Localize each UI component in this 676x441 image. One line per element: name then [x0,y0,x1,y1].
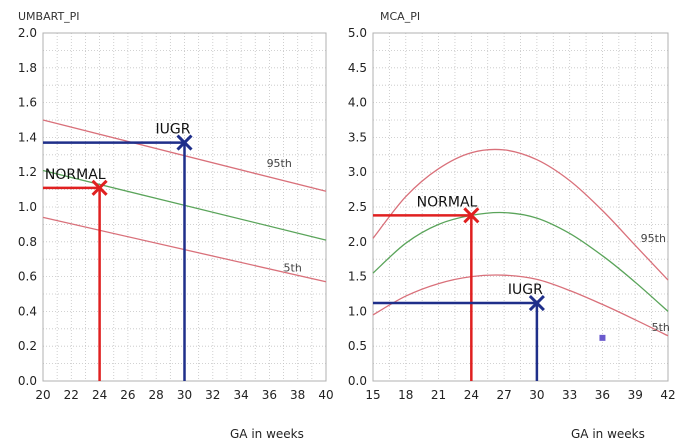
x-tick-label: 15 [365,388,380,402]
x-tick-label: 39 [628,388,643,402]
percentile-label: 5th [284,261,302,274]
y-tick-label: 0.4 [18,304,37,318]
percentile-label: 5th [652,321,670,334]
x-tick-label: 24 [92,388,107,402]
marker-label: NORMAL [45,167,106,183]
y-tick-label: 1.4 [18,130,37,144]
umbart-pi-panel: UMBART_PI 0.0 0.2 0.4 0.6 0.8 1.0 1.2 1.4 1.6 1.8 2… [18,10,334,402]
y-tick-label: 1.8 [18,61,37,75]
x-tick-label: 40 [318,388,333,402]
marker-label: IUGR [156,122,191,138]
plot-frame [372,32,669,382]
y-tick-label: 1.0 [18,200,37,214]
x-tick-label: 22 [64,388,79,402]
data-point [599,334,606,341]
series-line-5th [372,274,669,337]
x-axis-title-right: GA in weeks [571,427,645,441]
x-tick-label: 32 [205,388,220,402]
x-tick-label: 26 [120,388,135,402]
x-tick-label: 42 [660,388,675,402]
percentile-label: 95th [267,157,292,170]
x-tick-label: 30 [177,388,192,402]
x-tick-label: 33 [562,388,577,402]
x-tick-label: 34 [233,388,248,402]
x-tick-label: 24 [464,388,479,402]
panel-title: MCA_PI [380,10,420,23]
y-tick-label: 4.0 [348,96,367,110]
marker-x [463,207,480,224]
y-tick-label: 3.5 [348,130,367,144]
y-tick-label: 1.5 [348,270,367,284]
x-tick-label: 21 [431,388,446,402]
percentile-label: 95th [641,232,666,245]
series-line-95th [372,148,669,281]
y-tick-label: 2.5 [348,200,367,214]
x-tick-label: 36 [262,388,277,402]
marker-label: NORMAL [417,194,478,210]
mca-pi-panel: MCA_PI 0.0 0.5 1.0 1.5 2.0 2.5 3.0 3.5 4.0 4.5 5.0 1… [348,10,676,402]
marker-label: IUGR [508,282,543,298]
y-tick-label: 1.0 [348,304,367,318]
y-tick-label: 0.8 [18,235,37,249]
x-tick-label: 30 [529,388,544,402]
marker-x [176,134,193,151]
y-tick-label: 4.5 [348,61,367,75]
y-tick-label: 0.5 [348,339,367,353]
y-tick-label: 0.0 [18,374,37,388]
x-tick-label: 38 [290,388,305,402]
y-tick-label: 1.2 [18,165,37,179]
x-tick-label: 27 [496,388,511,402]
marker-x [528,294,545,312]
y-tick-label: 1.6 [18,96,37,110]
x-tick-label: 28 [149,388,164,402]
marker-x [91,179,108,196]
y-tick-label: 5.0 [348,26,367,40]
x-tick-label: 18 [398,388,413,402]
y-tick-label: 0.6 [18,270,37,284]
series-line-median [372,211,669,312]
y-tick-label: 0.2 [18,339,37,353]
x-tick-label: 36 [595,388,610,402]
y-tick-label: 2.0 [348,235,367,249]
y-tick-label: 3.0 [348,165,367,179]
x-axis-title-left: GA in weeks [230,427,304,441]
y-tick-label: 0.0 [348,374,367,388]
y-tick-label: 2.0 [18,26,37,40]
x-tick-label: 20 [35,388,50,402]
panel-title: UMBART_PI [18,10,80,23]
